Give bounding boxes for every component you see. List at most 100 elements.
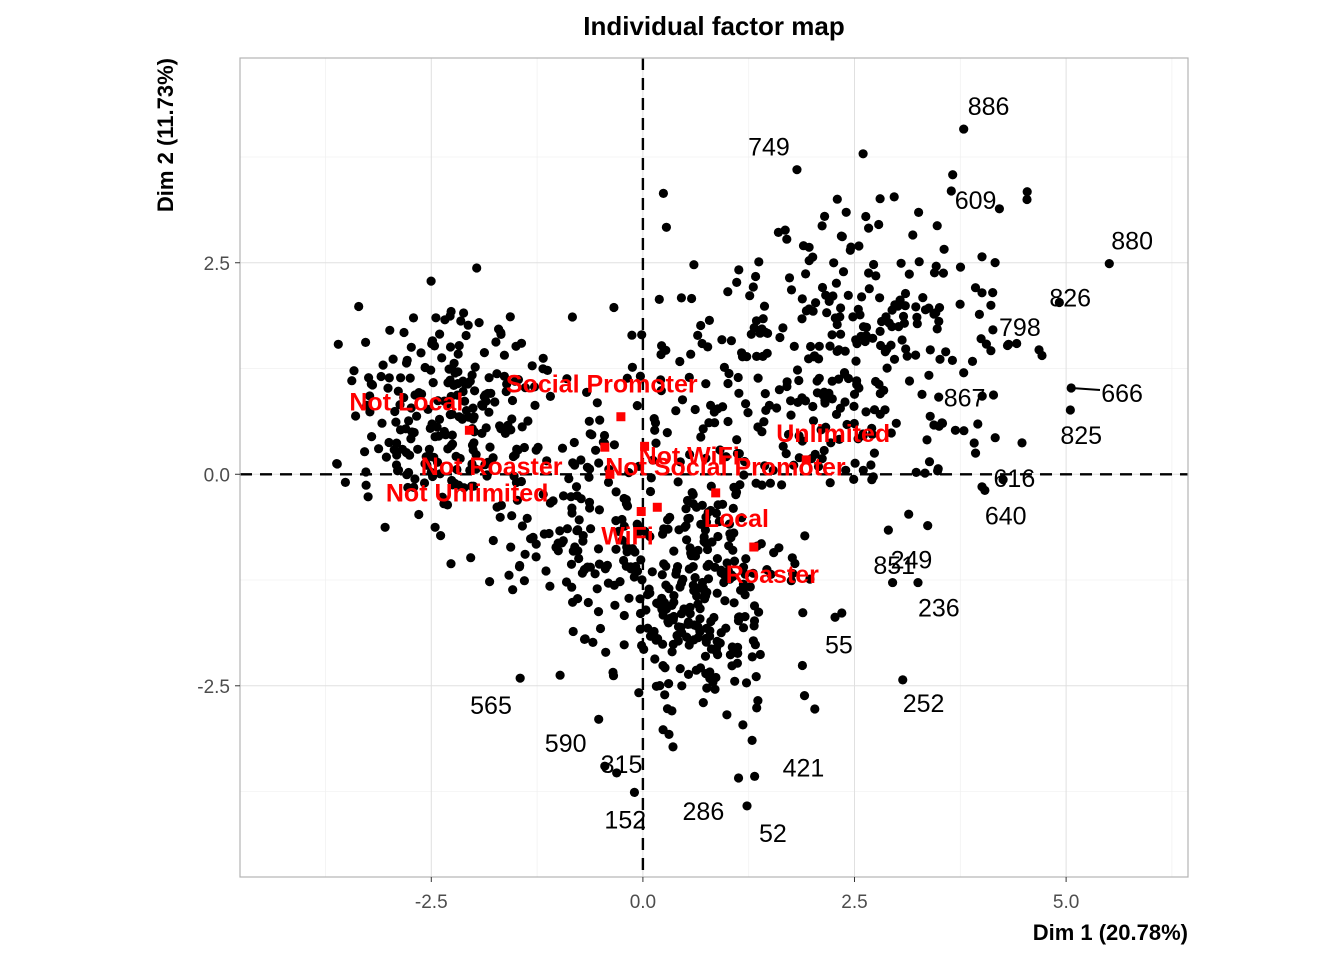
individual-point <box>861 407 871 417</box>
individual-point <box>702 683 712 693</box>
x-tick-label: 5.0 <box>1053 892 1079 913</box>
individual-point <box>671 569 681 579</box>
individual-label: 826 <box>1049 285 1091 313</box>
individual-point <box>495 421 505 431</box>
individual-point <box>412 411 422 421</box>
individual-point <box>450 478 460 488</box>
individual-point <box>567 312 578 322</box>
individual-point <box>677 395 688 405</box>
individual-point <box>837 232 847 242</box>
individual-point <box>470 362 480 372</box>
individual-point <box>775 332 785 343</box>
labeled-individual-point <box>887 577 898 588</box>
individual-point <box>562 374 572 384</box>
individual-point <box>721 452 731 462</box>
individual-point <box>684 564 694 574</box>
individual-point <box>430 522 440 532</box>
individual-point <box>713 531 723 542</box>
individual-point <box>639 644 649 655</box>
individual-point <box>925 345 935 355</box>
individual-label: 825 <box>1060 422 1102 450</box>
individual-label: 252 <box>903 690 945 718</box>
individual-point <box>675 457 685 467</box>
individual-label: 152 <box>604 806 646 834</box>
individual-point <box>911 467 921 477</box>
individual-point <box>545 498 556 508</box>
individual-point <box>496 329 506 339</box>
individual-point <box>911 302 921 312</box>
individual-point <box>874 219 884 230</box>
individual-point <box>390 406 400 417</box>
individual-point <box>806 341 816 352</box>
individual-point <box>662 428 672 438</box>
category-point <box>749 542 759 552</box>
individual-point <box>830 313 840 323</box>
individual-point <box>424 444 434 454</box>
individual-point <box>900 288 911 299</box>
individual-point <box>747 735 757 746</box>
labeled-individual-point <box>612 768 622 778</box>
individual-point <box>834 345 844 355</box>
individual-point <box>649 626 659 637</box>
labeled-individual-point <box>1054 297 1064 308</box>
individual-point <box>694 583 704 593</box>
individual-point <box>852 339 862 349</box>
individual-point <box>507 395 518 406</box>
individual-point <box>814 341 824 351</box>
individual-point <box>712 554 723 564</box>
individual-point <box>831 409 842 419</box>
individual-label: 640 <box>985 502 1027 530</box>
individual-point <box>601 647 611 657</box>
individual-point <box>594 714 604 724</box>
category-label: Not Social Promoter <box>605 453 846 481</box>
individual-point <box>782 381 792 392</box>
individual-point <box>977 288 987 298</box>
individual-point <box>829 258 839 268</box>
individual-point <box>675 356 685 367</box>
category-label: Roaster <box>726 561 819 589</box>
individual-point <box>574 553 584 564</box>
individual-point <box>432 422 442 432</box>
individual-point <box>901 344 911 354</box>
individual-point <box>423 404 433 414</box>
individual-point <box>689 635 699 645</box>
individual-point <box>860 336 870 347</box>
individual-point <box>527 361 537 371</box>
individual-point <box>363 492 373 502</box>
individual-point <box>506 542 516 552</box>
individual-point <box>381 452 391 462</box>
individual-point <box>523 416 533 426</box>
individual-point <box>568 626 578 637</box>
individual-point <box>758 314 768 324</box>
individual-point <box>474 318 484 328</box>
labeled-individual-point <box>750 771 760 781</box>
individual-point <box>792 365 803 375</box>
individual-point <box>929 309 939 319</box>
individual-point <box>789 460 799 470</box>
individual-point <box>664 584 674 594</box>
individual-point <box>502 379 512 389</box>
individual-point <box>773 227 784 237</box>
individual-point <box>408 313 419 323</box>
individual-point <box>1022 187 1032 197</box>
individual-point <box>858 465 868 475</box>
individual-point <box>409 482 419 492</box>
individual-point <box>439 499 449 509</box>
individual-point <box>555 670 565 680</box>
individual-label: 880 <box>1111 228 1153 256</box>
category-point <box>605 469 615 479</box>
individual-point <box>495 512 505 522</box>
individual-point <box>702 561 712 572</box>
individual-point <box>542 456 552 466</box>
individual-point <box>794 431 804 441</box>
individual-point <box>667 647 677 657</box>
individual-point <box>794 453 804 463</box>
individual-point <box>875 326 885 336</box>
individual-point <box>377 418 387 428</box>
individual-point <box>568 458 578 468</box>
individual-point <box>614 526 624 537</box>
individual-point <box>851 356 861 366</box>
individual-point <box>459 483 469 493</box>
individual-point <box>594 505 605 515</box>
individual-point <box>663 515 673 525</box>
